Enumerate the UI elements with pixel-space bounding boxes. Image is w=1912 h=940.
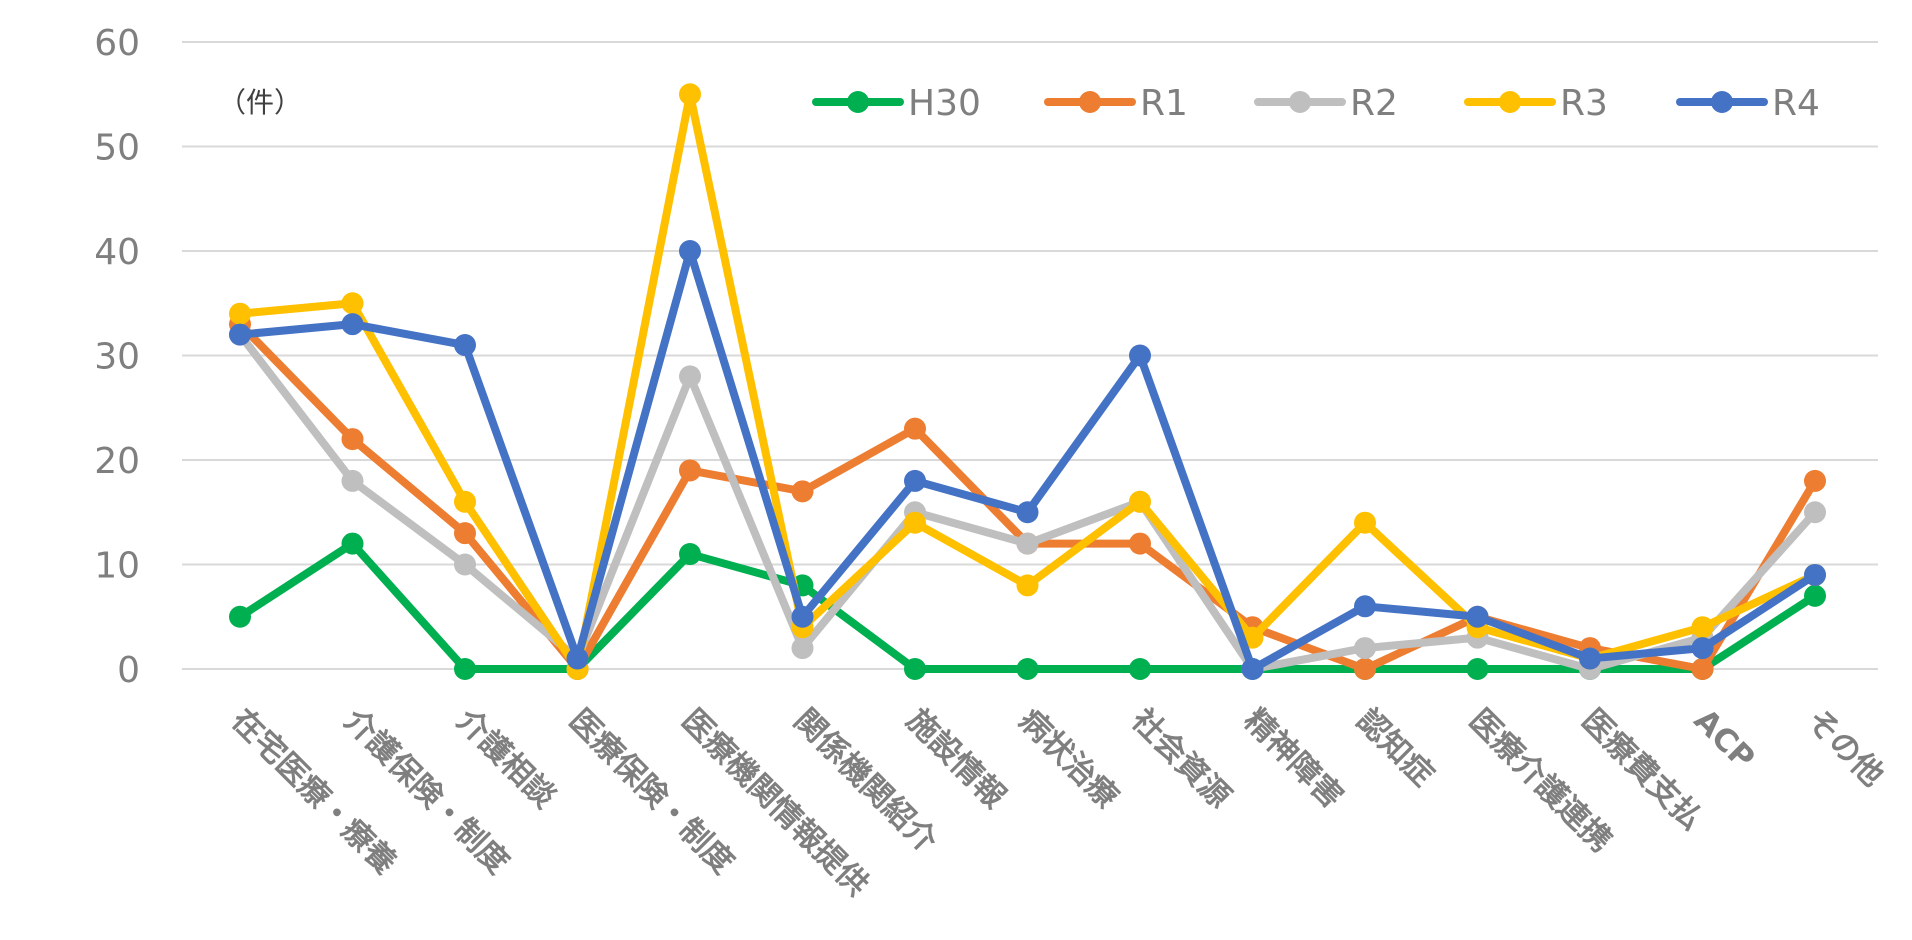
data-point <box>1016 574 1039 597</box>
data-point <box>454 334 476 357</box>
data-point <box>1241 658 1264 680</box>
data-point <box>454 658 476 680</box>
data-point <box>679 240 701 262</box>
data-point <box>1354 658 1376 680</box>
y-tick-label: 10 <box>94 546 140 587</box>
legend-marker <box>1499 91 1521 113</box>
data-point <box>791 605 814 628</box>
x-tick-label: 社会資源 <box>1124 702 1237 815</box>
series-R3 <box>229 83 1826 680</box>
legend-label: R2 <box>1350 83 1398 124</box>
y-axis-ticks: 0 10 20 30 40 50 60 <box>94 23 140 691</box>
data-point <box>1354 637 1376 660</box>
legend-item-R4: R4 <box>1676 83 1820 124</box>
data-point <box>341 469 364 492</box>
data-point <box>341 313 364 336</box>
legend-item-R2: R2 <box>1254 83 1398 124</box>
data-point <box>341 532 364 555</box>
y-tick-label: 0 <box>117 650 140 691</box>
data-point <box>904 511 926 534</box>
data-point <box>904 417 926 440</box>
data-point <box>1466 658 1489 680</box>
data-point <box>1354 511 1376 534</box>
data-point <box>679 459 701 482</box>
data-point <box>1129 658 1151 680</box>
y-tick-label: 40 <box>94 232 140 273</box>
legend-item-H30: H30 <box>812 83 981 124</box>
data-point <box>1804 469 1826 492</box>
series-R4 <box>229 240 1826 680</box>
x-tick-label: 介護相談 <box>449 701 564 816</box>
legend-item-R1: R1 <box>1044 83 1188 124</box>
y-tick-label: 20 <box>94 441 140 482</box>
x-tick-label: その他 <box>1799 702 1890 793</box>
data-point <box>1016 532 1039 555</box>
data-point <box>341 428 364 451</box>
x-tick-label: 精神障害 <box>1237 702 1350 815</box>
data-point <box>791 480 814 503</box>
legend-marker <box>847 91 869 113</box>
data-point <box>229 302 251 325</box>
data-point <box>679 365 701 388</box>
legend-label: R1 <box>1140 83 1188 124</box>
legend-marker <box>1711 91 1733 113</box>
data-point <box>1691 616 1714 639</box>
x-tick-label: 認知症 <box>1349 702 1440 793</box>
data-point <box>1691 658 1714 680</box>
legend-label: R4 <box>1772 83 1820 124</box>
data-point <box>1016 501 1039 524</box>
y-tick-label: 50 <box>94 128 140 169</box>
data-point <box>1354 595 1376 618</box>
legend-label: H30 <box>908 83 981 124</box>
data-point <box>454 553 476 576</box>
data-point <box>454 490 476 513</box>
data-point <box>1129 532 1151 555</box>
data-point <box>1016 658 1039 680</box>
legend-marker <box>1079 91 1101 113</box>
x-tick-label: ACP <box>1687 702 1762 777</box>
x-tick-label: 病状治療 <box>1012 702 1125 815</box>
data-point <box>229 605 251 628</box>
data-point <box>1804 563 1826 586</box>
x-tick-label: 医療機関情報提供 <box>674 702 875 903</box>
unit-label: （件） <box>218 86 302 119</box>
data-point <box>679 543 701 566</box>
data-point <box>1129 344 1151 367</box>
data-point <box>341 292 364 315</box>
legend-label: R3 <box>1560 83 1608 124</box>
data-point <box>1466 605 1489 628</box>
data-point <box>679 83 701 106</box>
series-lines <box>229 83 1826 680</box>
data-point <box>1804 584 1826 607</box>
legend: H30 R1 R2 R3 R4 <box>812 83 1820 124</box>
data-point <box>1691 637 1714 660</box>
x-tick-label: 施設情報 <box>899 702 1013 816</box>
data-point <box>791 637 814 660</box>
y-tick-label: 30 <box>94 337 140 378</box>
legend-item-R3: R3 <box>1464 83 1608 124</box>
data-point <box>1579 647 1601 670</box>
data-point <box>229 323 251 346</box>
data-point <box>566 647 589 670</box>
data-point <box>1804 501 1826 524</box>
data-point <box>904 658 926 680</box>
legend-marker <box>1289 91 1311 113</box>
data-point <box>1129 490 1151 513</box>
data-point <box>904 469 926 492</box>
data-point <box>454 522 476 545</box>
y-tick-label: 60 <box>94 23 140 64</box>
